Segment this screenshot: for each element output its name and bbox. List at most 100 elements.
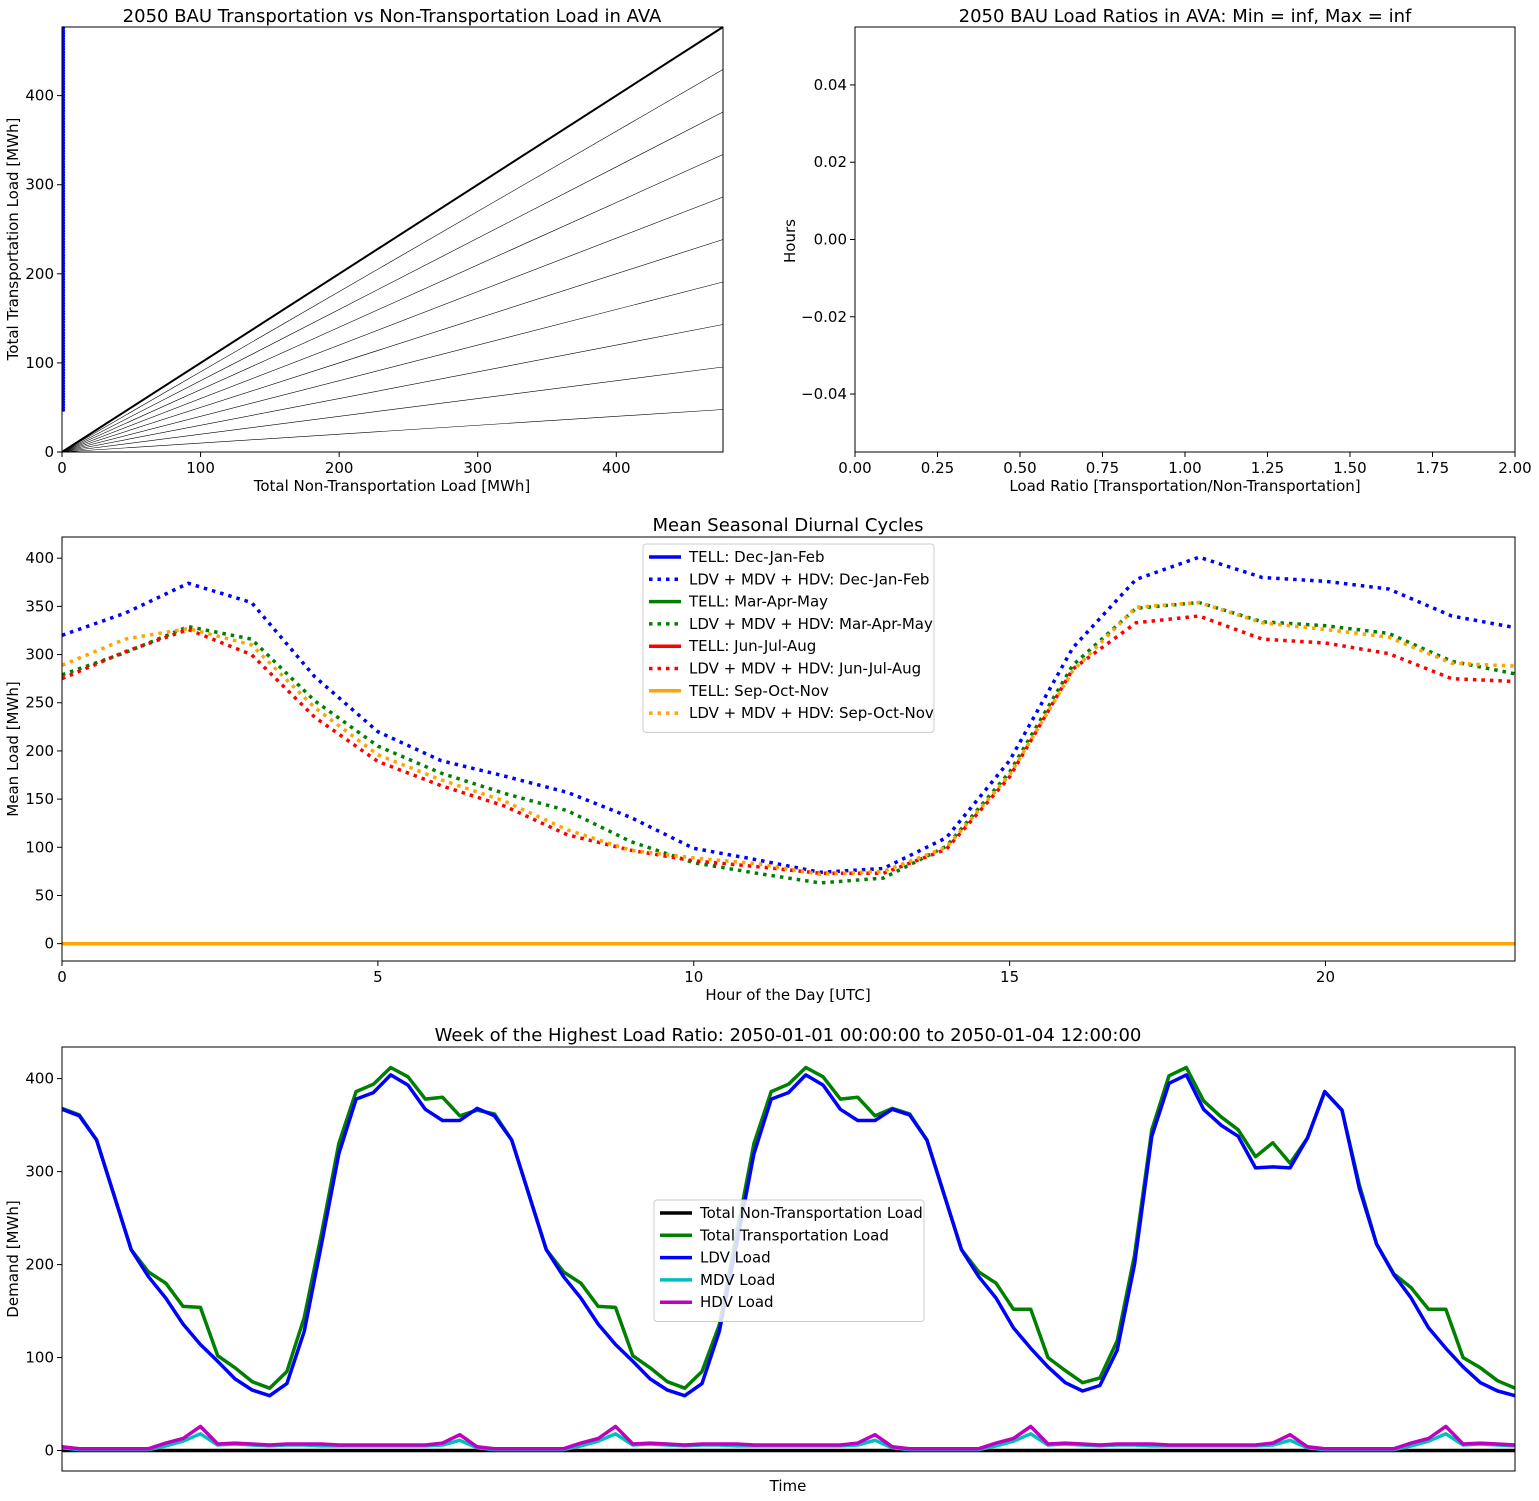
scatter-point: [61, 317, 66, 321]
scatter-point: [61, 282, 66, 287]
scatter-point: [61, 403, 66, 407]
y-tick-label: 200: [25, 265, 54, 283]
reference-line: [61, 324, 724, 453]
scatter-point: [61, 127, 66, 132]
scatter-point: [61, 269, 66, 273]
scatter-point: [61, 141, 66, 145]
reference-line: [61, 154, 724, 453]
scatter-point: [61, 274, 66, 279]
reference-line: [61, 26, 724, 453]
legend-label: TELL: Sep-Oct-Nov: [688, 682, 829, 700]
scatter-point: [61, 82, 66, 86]
legend-label: LDV + MDV + HDV: Jun-Jul-Aug: [689, 660, 921, 678]
scatter-point: [61, 103, 66, 108]
scatter-point: [61, 157, 66, 161]
plot-frame: [61, 536, 1516, 962]
y-tick-label: 300: [25, 176, 54, 194]
scatter-point: [61, 66, 66, 70]
scatter-point: [61, 111, 66, 116]
legend-label: MDV Load: [700, 1271, 775, 1289]
y-tick-label: 0.02: [814, 153, 847, 171]
scatter-point: [61, 400, 66, 404]
y-tick-label: 200: [25, 742, 54, 760]
scatter-point: [61, 360, 66, 364]
scatter-point: [61, 101, 66, 105]
scatter-point: [61, 109, 66, 113]
scatter-point: [61, 408, 66, 412]
week-panel: Week of the Highest Load Ratio: 2050-01-…: [4, 1025, 1516, 1495]
histogram-ylabel: Hours: [781, 219, 799, 263]
scatter-point: [61, 146, 66, 150]
scatter-point: [61, 114, 66, 118]
scatter-point: [61, 306, 66, 311]
scatter-point: [61, 87, 66, 91]
scatter-point: [61, 85, 66, 89]
series-group: [62, 555, 1515, 946]
x-tick-label: 100: [186, 459, 215, 477]
scatter-point: [61, 205, 66, 209]
y-tick-label: 0: [44, 443, 54, 461]
scatter-point: [61, 45, 66, 49]
scatter-point: [61, 170, 66, 174]
x-tick-label: 1.00: [1168, 459, 1201, 477]
scatter-point: [61, 63, 66, 67]
scatter-point: [61, 208, 66, 212]
scatter-point: [61, 183, 66, 188]
y-tick-label: 0.04: [814, 76, 847, 94]
x-tick-label: 0.50: [1003, 459, 1036, 477]
scatter-point: [61, 229, 66, 233]
x-tick-label: 1.25: [1251, 459, 1284, 477]
y-tick-label: −0.04: [801, 385, 847, 403]
scatter-point: [61, 248, 66, 252]
scatter-point: [61, 117, 66, 121]
y-tick-label: 50: [35, 886, 54, 904]
legend-label: LDV + MDV + HDV: Dec-Jan-Feb: [689, 570, 929, 588]
scatter-point: [61, 363, 66, 367]
legend-box: [653, 1199, 925, 1322]
y-tick-label: 0.00: [814, 231, 847, 249]
scatter-ylabel: Total Transportation Load [MWh]: [4, 118, 22, 362]
series-line: [62, 600, 1515, 877]
scatter-point: [61, 98, 66, 102]
y-tick-label: 350: [25, 597, 54, 615]
scatter-point: [61, 285, 66, 289]
scatter-point: [61, 202, 66, 206]
scatter-point: [61, 55, 66, 59]
scatter-point: [61, 39, 66, 43]
scatter-point: [61, 336, 66, 340]
scatter-point: [61, 36, 66, 41]
scatter-point: [61, 178, 66, 182]
x-tick-label: 300: [463, 459, 492, 477]
scatter-point: [61, 71, 66, 75]
scatter-point: [61, 173, 66, 177]
legend-box: [642, 543, 935, 733]
histogram-panel: 2050 BAU Load Ratios in AVA: Min = inf, …: [781, 6, 1532, 495]
x-tick-label: 0.25: [921, 459, 954, 477]
legend: TELL: Dec-Jan-Feb LDV + MDV + HDV: Dec-Ja…: [642, 543, 935, 733]
legend-label: LDV + MDV + HDV: Sep-Oct-Nov: [689, 704, 934, 722]
histogram-title: 2050 BAU Load Ratios in AVA: Min = inf, …: [959, 6, 1412, 27]
scatter-point: [61, 296, 66, 300]
scatter-point: [61, 61, 66, 65]
x-tick-label: 0: [57, 459, 67, 477]
scatter-point: [61, 167, 66, 172]
scatter-point: [61, 242, 66, 247]
scatter-point: [61, 151, 66, 156]
reference-line: [61, 281, 724, 453]
scatter-point: [61, 344, 66, 348]
series-line: [62, 555, 1515, 875]
scatter-point: [61, 149, 66, 153]
scatter-point: [61, 165, 66, 169]
scatter-point: [61, 395, 66, 399]
scatter-point: [61, 192, 66, 196]
scatter-panel: 2050 BAU Transportation vs Non-Transport…: [4, 6, 724, 495]
scatter-point: [61, 333, 66, 337]
diurnal-xlabel: Hour of the Day [UTC]: [705, 986, 870, 1004]
scatter-point: [61, 397, 66, 402]
scatter-point: [61, 256, 66, 260]
scatter-point: [61, 210, 66, 214]
series-group: [62, 1065, 1515, 1453]
scatter-point: [61, 47, 66, 51]
scatter-point: [61, 331, 66, 335]
x-tick-label: 1.50: [1333, 459, 1366, 477]
